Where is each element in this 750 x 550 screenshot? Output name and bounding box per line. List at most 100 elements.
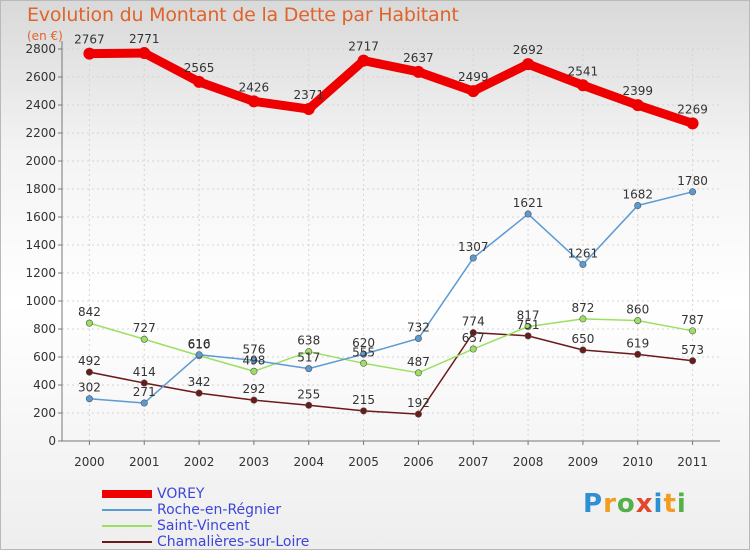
y-tick-label: 1200 xyxy=(25,266,56,280)
chart-series xyxy=(83,47,699,418)
data-point xyxy=(524,332,532,340)
series-line-2 xyxy=(88,318,694,374)
data-label: 2541 xyxy=(568,64,599,78)
y-tick-label: 200 xyxy=(33,406,56,420)
data-label: 1621 xyxy=(513,196,544,210)
y-tick-label: 1800 xyxy=(25,182,56,196)
data-label: 271 xyxy=(133,385,156,399)
chart-title: Evolution du Montant de la Dette par Hab… xyxy=(27,4,459,26)
data-label: 215 xyxy=(352,393,375,407)
data-label: 842 xyxy=(78,305,101,319)
data-point xyxy=(412,65,425,78)
y-tick-label: 800 xyxy=(33,322,56,336)
data-label: 727 xyxy=(133,321,156,335)
y-tick-label: 2800 xyxy=(25,42,56,56)
data-point xyxy=(467,85,480,98)
data-label: 1307 xyxy=(458,240,489,254)
data-label: 2399 xyxy=(622,84,653,98)
legend-label: VOREY xyxy=(157,486,205,502)
data-point xyxy=(140,399,148,407)
legend-item-saint-vincent: Saint-Vincent xyxy=(102,518,309,534)
data-label: 492 xyxy=(78,354,101,368)
data-point xyxy=(247,95,260,108)
data-label: 414 xyxy=(133,365,156,379)
series-line-0 xyxy=(84,48,698,128)
data-point xyxy=(469,254,477,262)
chart-grid xyxy=(62,48,720,442)
series-line-3 xyxy=(88,331,694,415)
data-label: 576 xyxy=(242,342,265,356)
data-label: 2426 xyxy=(239,80,270,94)
data-label: 192 xyxy=(407,396,430,410)
data-label: 2692 xyxy=(513,43,544,57)
x-tick-label: 2005 xyxy=(348,455,379,469)
data-point xyxy=(302,103,315,116)
data-point xyxy=(414,335,422,343)
legend-swatch-roche-en-regnier xyxy=(102,509,152,511)
chart-unit: (en €) xyxy=(27,29,63,43)
data-point xyxy=(524,210,532,218)
data-label: 342 xyxy=(188,375,211,389)
x-tick-label: 2007 xyxy=(458,455,489,469)
data-label: 1780 xyxy=(677,174,708,188)
data-point xyxy=(579,315,587,323)
data-point xyxy=(85,395,93,403)
data-point xyxy=(360,407,368,415)
data-point xyxy=(305,348,313,356)
y-tick-label: 1400 xyxy=(25,238,56,252)
legend-item-chamalieres-sur-loire: Chamalières-sur-Loire xyxy=(102,534,309,550)
data-label: 498 xyxy=(242,353,265,367)
legend-label: Chamalières-sur-Loire xyxy=(157,534,310,550)
data-point xyxy=(250,356,258,364)
data-label: 774 xyxy=(462,315,485,329)
data-point xyxy=(138,47,151,60)
data-label: 1261 xyxy=(568,246,599,260)
data-label: 302 xyxy=(78,381,101,395)
series-line-1 xyxy=(88,191,694,404)
data-point xyxy=(579,346,587,354)
data-point xyxy=(634,350,642,358)
x-tick-label: 2000 xyxy=(74,455,105,469)
y-tick-label: 2600 xyxy=(25,70,56,84)
data-label: 2565 xyxy=(184,61,215,75)
data-label: 817 xyxy=(517,309,540,323)
data-point xyxy=(689,188,697,196)
x-tick-label: 2001 xyxy=(129,455,160,469)
data-point xyxy=(469,329,477,337)
chart-data-labels: 492 414 342 292 255 215 192 774 751 650 619 573 842 7… xyxy=(74,32,708,410)
data-label: 872 xyxy=(571,301,594,315)
data-point xyxy=(579,260,587,268)
x-tick-label: 2010 xyxy=(622,455,653,469)
chart-axes: 0 200 400 600 800 1000 1200 1400 1600 1800 2000 220… xyxy=(25,41,720,469)
proxiti-logo: Proxiti xyxy=(583,489,687,519)
data-point xyxy=(686,117,699,130)
data-label: 555 xyxy=(352,345,375,359)
legend-swatch-chamalieres-sur-loire xyxy=(102,541,152,543)
x-tick-label: 2008 xyxy=(513,455,544,469)
data-point xyxy=(360,359,368,367)
data-label: 638 xyxy=(297,334,320,348)
data-point xyxy=(195,389,203,397)
legend-swatch-vorey xyxy=(102,490,152,498)
data-point xyxy=(85,368,93,376)
y-tick-label: 400 xyxy=(33,378,56,392)
data-label: 616 xyxy=(188,337,211,351)
data-label: 517 xyxy=(297,351,320,365)
data-label: 787 xyxy=(681,313,704,327)
data-point xyxy=(689,327,697,335)
y-tick-label: 1000 xyxy=(25,294,56,308)
data-label: 255 xyxy=(297,387,320,401)
y-tick-label: 2000 xyxy=(25,154,56,168)
data-label: 2371 xyxy=(293,88,324,102)
data-label: 620 xyxy=(352,336,375,350)
y-tick-label: 0 xyxy=(48,434,56,448)
x-tick-label: 2011 xyxy=(677,455,708,469)
y-tick-label: 2400 xyxy=(25,98,56,112)
data-label: 751 xyxy=(517,318,540,332)
data-point xyxy=(631,99,644,112)
x-tick-label: 2009 xyxy=(568,455,599,469)
data-label: 860 xyxy=(626,303,649,317)
data-point xyxy=(140,335,148,343)
